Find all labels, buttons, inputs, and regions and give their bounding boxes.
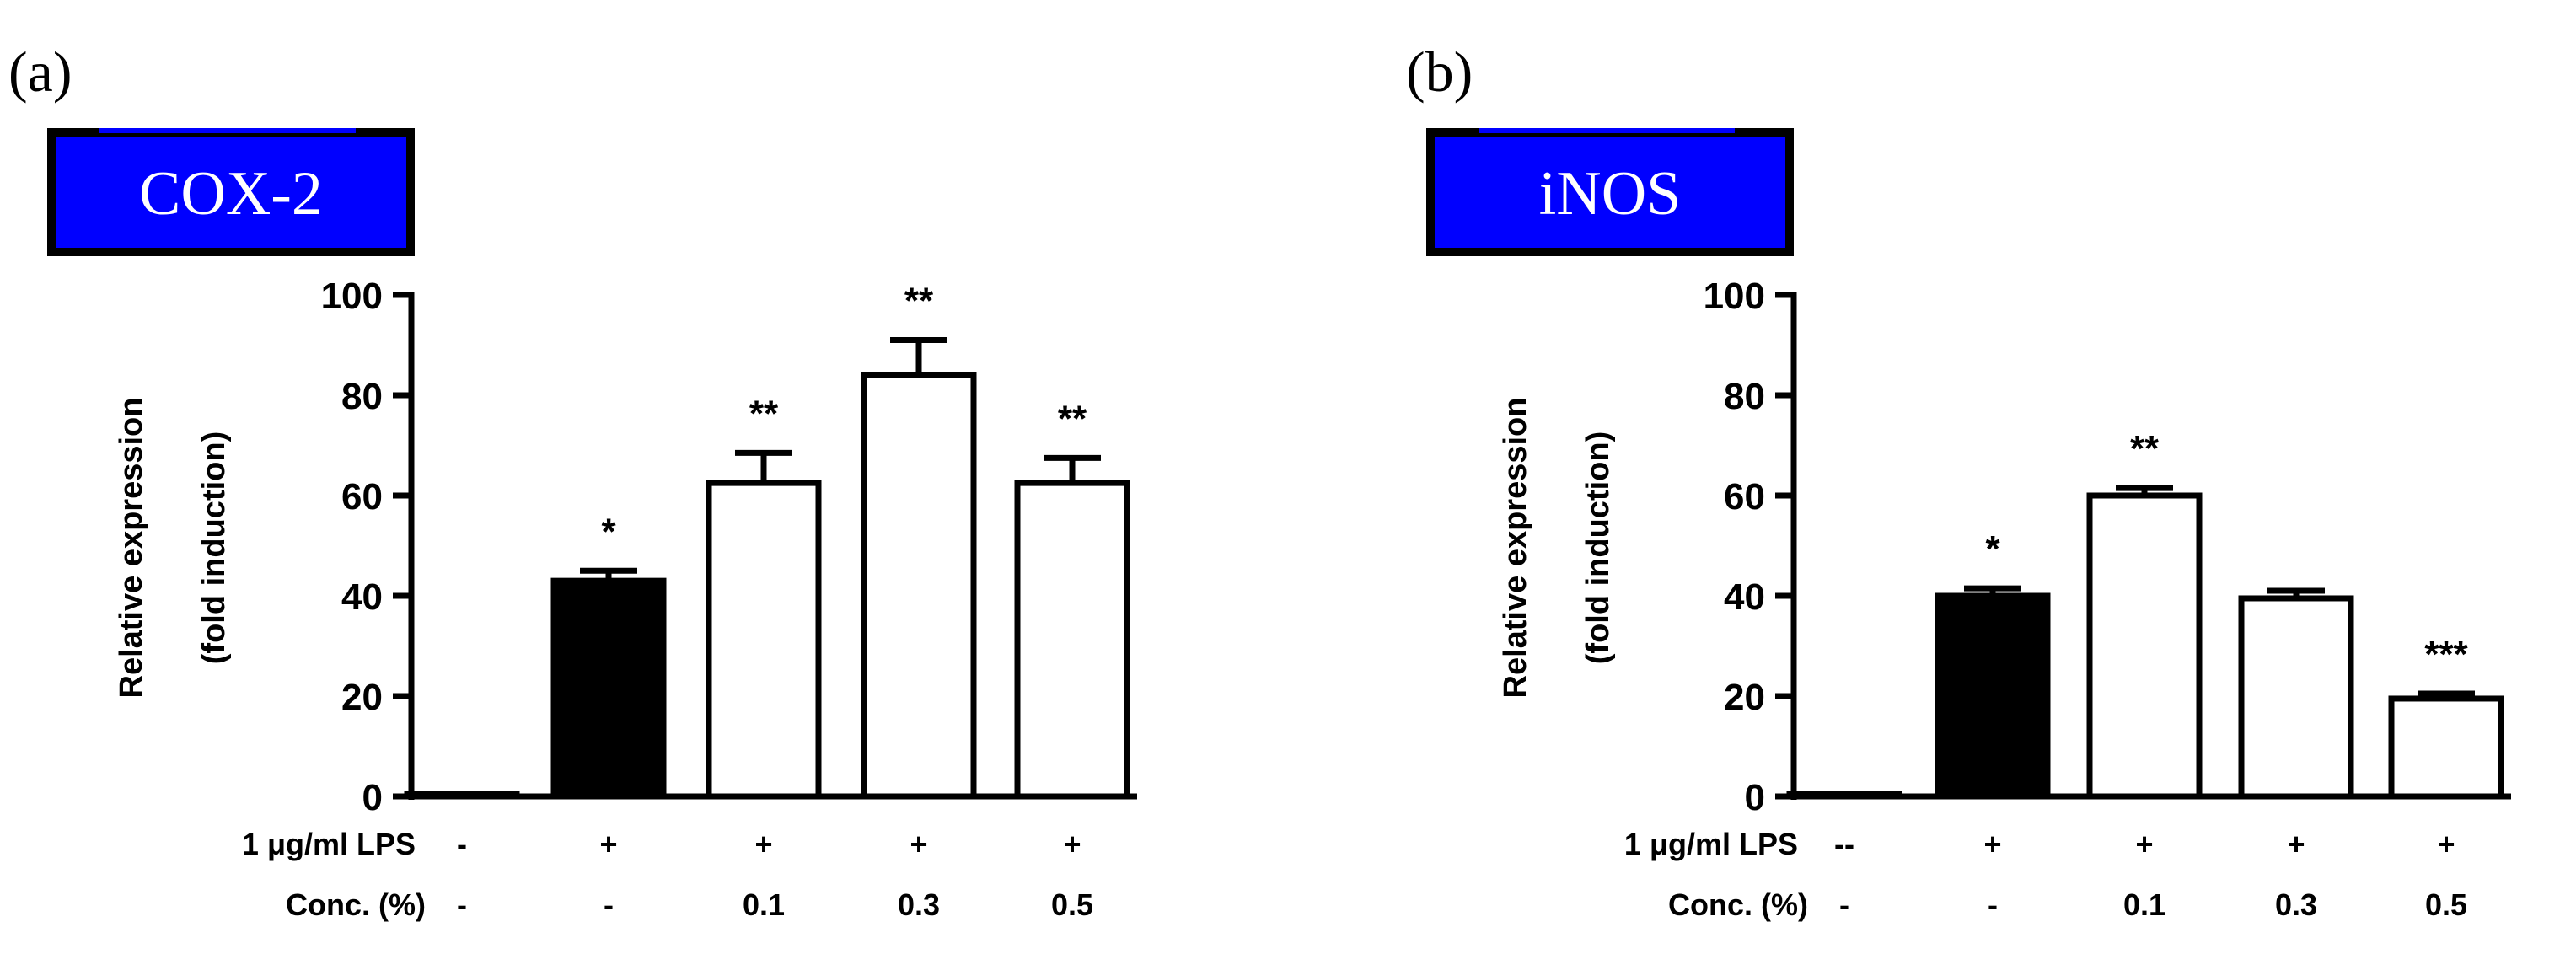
panel-a-ytick-label: 80 xyxy=(341,376,383,417)
panel-a-ytick-label: 60 xyxy=(341,476,383,517)
panel-a-title: COX-2 xyxy=(139,159,323,228)
panel-b-significance: * xyxy=(1985,528,2000,570)
panel-b-conc-value: 0.5 xyxy=(2425,887,2467,922)
panel-b-ytick-label: 40 xyxy=(1724,576,1765,618)
panel-a-lps-value: + xyxy=(599,827,617,861)
panel-b-lps-value: + xyxy=(2437,827,2455,861)
panel-b-title: iNOS xyxy=(1539,159,1682,228)
panel-a-lps-value: - xyxy=(457,827,467,861)
panel-a-ylabel-line2: (fold induction) xyxy=(196,431,232,664)
panel-b-row-label-lps: 1 μg/ml LPS xyxy=(1624,827,1798,861)
panel-b-conc-value: - xyxy=(1839,887,1849,922)
panel-a-row-label-conc: Conc. (%) xyxy=(286,887,426,922)
panel-a-lps-value: + xyxy=(754,827,772,861)
panel-b-conc-value: - xyxy=(1988,887,1998,922)
panel-b-title-badge: iNOS xyxy=(1426,128,1794,256)
panel-a-conc-value: 0.5 xyxy=(1051,887,1093,922)
panel-b-label: (b) xyxy=(1406,40,1473,104)
panel-b-lps-value: -- xyxy=(1834,827,1854,861)
panel-a-conc-value: - xyxy=(457,887,467,922)
panel-a-ytick-label: 100 xyxy=(321,276,383,317)
panel-b-ytick-label: 0 xyxy=(1745,777,1765,818)
panel-a-title-badge: COX-2 xyxy=(47,128,415,256)
panel-b-bar xyxy=(1935,592,2051,800)
panel-a-bar xyxy=(550,577,667,800)
panel-a-conc-value: - xyxy=(604,887,614,922)
panel-a-lps-value: + xyxy=(910,827,927,861)
panel-b-conc-value: 0.1 xyxy=(2123,887,2165,922)
panel-b-bar xyxy=(2388,695,2504,800)
panel-a-conc-value: 0.1 xyxy=(743,887,785,922)
panel-a-conc-value: 0.3 xyxy=(898,887,940,922)
panel-b-lps-value: + xyxy=(2135,827,2153,861)
panel-b-lps-value: + xyxy=(1983,827,2001,861)
panel-b-bar xyxy=(2238,595,2354,800)
panel-a-bar xyxy=(861,372,977,800)
panel-b-significance: *** xyxy=(2424,634,2468,675)
panel-a-row-label-lps: 1 μg/ml LPS xyxy=(242,827,416,861)
panel-a-significance: ** xyxy=(1058,398,1087,439)
panel-b-conc-value: 0.3 xyxy=(2275,887,2317,922)
panel-a-label: (a) xyxy=(8,40,72,104)
panel-b-ylabel-line2: (fold induction) xyxy=(1580,431,1616,664)
panel-b-bar xyxy=(1786,791,1902,800)
panel-a-ytick-label: 0 xyxy=(362,777,383,818)
panel-b-ytick-label: 60 xyxy=(1724,476,1765,517)
panel-b-ylabel-line1: Relative expression xyxy=(1498,398,1533,699)
panel-a-significance: ** xyxy=(749,393,779,434)
panel-b-ytick-label: 80 xyxy=(1724,376,1765,417)
panel-b-significance: ** xyxy=(2130,428,2160,469)
panel-a-ylabel: Relative expression (fold induction) xyxy=(114,398,232,699)
panel-a: (a) COX-2 Relative expression (fold indu… xyxy=(8,40,1137,922)
panel-b-lps-value: + xyxy=(2287,827,2305,861)
panel-b-ylabel: Relative expression (fold induction) xyxy=(1498,398,1616,699)
panel-a-bar xyxy=(706,480,822,800)
panel-b-ytick-label: 100 xyxy=(1704,276,1765,317)
panel-a-ylabel-line1: Relative expression xyxy=(114,398,149,699)
panel-b-ytick-label: 20 xyxy=(1724,677,1765,718)
panel-a-significance: ** xyxy=(904,281,934,322)
panel-b-bar xyxy=(2086,492,2203,800)
panel-a-lps-value: + xyxy=(1063,827,1081,861)
panel-a-significance: * xyxy=(601,511,616,552)
panel-b-row-label-conc: Conc. (%) xyxy=(1668,887,1808,922)
panel-a-bar xyxy=(404,791,520,800)
panel-a-bar xyxy=(1014,480,1130,800)
panel-b: (b) iNOS Relative expression (fold induc… xyxy=(1406,40,2511,922)
panel-a-ytick-label: 40 xyxy=(341,576,383,618)
panel-a-ytick-label: 20 xyxy=(341,677,383,718)
